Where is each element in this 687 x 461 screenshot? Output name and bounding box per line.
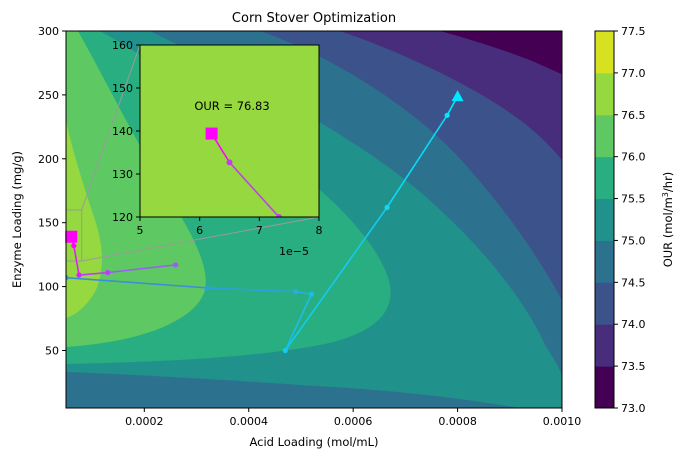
inset-axes: OUR = 76.83 5 6 7 8 120 130 140 150 160 1e−5 xyxy=(112,39,323,258)
path-point xyxy=(76,272,82,278)
y-axis-label: Enzyme Loading (mg/g) xyxy=(10,151,24,288)
x-tick-label: 0.0006 xyxy=(334,415,373,428)
inset-y-tick-label: 120 xyxy=(112,211,133,224)
x-tick-label: 0.0010 xyxy=(543,415,582,428)
x-tick-label: 0.0002 xyxy=(125,415,164,428)
inset-y-tick-label: 140 xyxy=(112,125,133,138)
colorbar-band xyxy=(595,324,614,367)
inset-path-segment xyxy=(228,161,280,217)
inset-start-square xyxy=(205,127,218,140)
colorbar-tick-label: 75.0 xyxy=(621,234,646,247)
colorbar-band xyxy=(595,198,614,241)
path-segment xyxy=(284,206,388,351)
path-point xyxy=(105,269,111,276)
path-segment xyxy=(206,287,296,293)
x-axis-ticks: 0.0002 0.0004 0.0006 0.0008 0.0010 xyxy=(125,408,581,428)
inset-x-tick-label: 8 xyxy=(316,224,323,237)
path-segment xyxy=(295,290,312,296)
inset-x-offset-text: 1e−5 xyxy=(279,245,309,258)
colorbar-tick-label: 74.0 xyxy=(621,318,646,331)
path-segment xyxy=(284,293,313,351)
colorbar-tick-label: 75.5 xyxy=(621,193,646,206)
colorbar-band xyxy=(595,156,614,200)
y-tick-label: 150 xyxy=(38,217,59,230)
x-axis-label: Acid Loading (mol/mL) xyxy=(249,435,378,449)
colorbar-tick-label: 73.0 xyxy=(621,402,646,415)
path-point xyxy=(66,275,69,281)
inset-background xyxy=(140,45,319,217)
path-point xyxy=(71,243,77,249)
y-tick-label: 50 xyxy=(45,344,59,357)
colorbar-band xyxy=(595,366,614,409)
path-segment xyxy=(78,271,108,276)
y-tick-label: 100 xyxy=(38,281,59,294)
path-point xyxy=(384,204,390,210)
y-tick-label: 300 xyxy=(38,25,59,38)
inset-y-ticks: 120 130 140 150 160 xyxy=(112,39,140,224)
zoom-connector-line xyxy=(81,44,141,211)
colorbar-ticks: 73.0 73.5 74.0 74.5 75.0 75.5 76.0 76.5 77.0 77.5 xyxy=(614,25,646,415)
contour-level-76.5-77.0 xyxy=(66,120,102,318)
contour-level-73.5-74.0 xyxy=(340,31,562,160)
inset-x-tick-label: 5 xyxy=(137,224,144,237)
path-start-square xyxy=(65,230,78,243)
inset-x-tick-label: 6 xyxy=(196,224,203,237)
colorbar-label: OUR (mol/m3/hr) xyxy=(661,172,676,268)
x-tick-label: 0.0008 xyxy=(438,415,477,428)
path-point xyxy=(444,112,450,118)
path-point xyxy=(282,347,288,354)
y-tick-label: 200 xyxy=(38,153,59,166)
colorbar-band xyxy=(595,282,614,325)
path-point xyxy=(293,289,299,295)
inset-x-tick-label: 7 xyxy=(256,224,263,237)
y-tick-label: 250 xyxy=(38,89,59,102)
inset-y-tick-label: 130 xyxy=(112,168,133,181)
inset-path-point xyxy=(276,214,283,217)
colorbar-band xyxy=(595,31,614,74)
inset-path-point xyxy=(226,159,233,166)
plot-area-frame xyxy=(65,30,563,409)
colorbar-tick-label: 73.5 xyxy=(621,360,646,373)
inset-path xyxy=(205,127,283,217)
y-axis-ticks: 50 100 150 200 250 300 xyxy=(38,25,66,357)
path-segment xyxy=(107,264,176,274)
path-point xyxy=(204,285,210,291)
colorbar-tick-label: 77.5 xyxy=(621,25,646,38)
zoom-connector-line xyxy=(81,216,320,262)
path-start-triangle xyxy=(451,90,464,102)
path-segment xyxy=(73,245,80,276)
path-point xyxy=(308,291,314,297)
colorbar-band xyxy=(595,114,614,158)
colorbar-tick-label: 76.0 xyxy=(621,151,646,164)
colorbar xyxy=(595,31,614,409)
contour-level-74.0-74.5 xyxy=(260,31,562,300)
x-tick-label: 0.0004 xyxy=(229,415,268,428)
inset-y-tick-label: 150 xyxy=(112,82,133,95)
colorbar-tick-label: 74.5 xyxy=(621,276,646,289)
chart-title: Corn Stover Optimization xyxy=(232,11,396,26)
inset-annotation: OUR = 76.83 xyxy=(194,99,269,113)
path-point xyxy=(173,262,179,268)
inset-x-ticks: 5 6 7 8 xyxy=(137,217,323,237)
path-segment xyxy=(66,276,208,289)
path-start-markers xyxy=(65,90,464,243)
colorbar-band xyxy=(595,240,614,283)
colorbar-tick-label: 77.0 xyxy=(621,67,646,80)
colorbar-tick-label: 76.5 xyxy=(621,109,646,122)
colorbar-band xyxy=(595,72,614,116)
optimization-paths xyxy=(66,95,459,354)
path-segment xyxy=(386,114,448,208)
contour-level-73.0-73.5 xyxy=(440,31,562,74)
inset-y-tick-label: 160 xyxy=(112,39,133,52)
colorbar-frame xyxy=(594,30,615,409)
